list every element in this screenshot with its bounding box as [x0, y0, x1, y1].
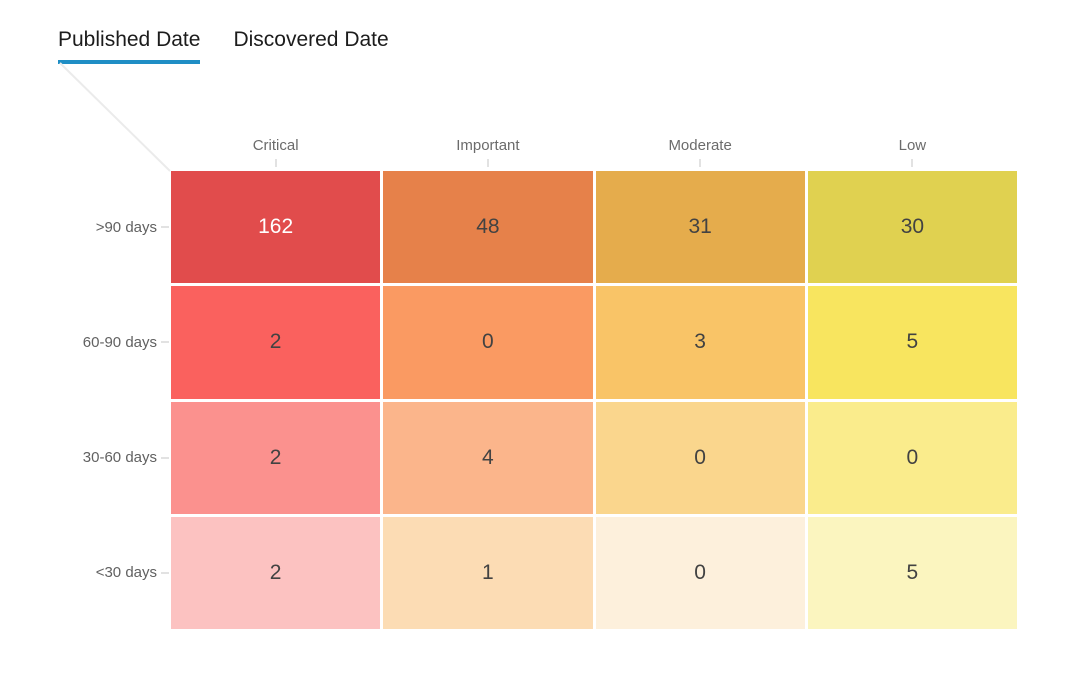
heatmap-cell[interactable]: 5: [807, 286, 1017, 399]
tab-published-date[interactable]: Published Date: [58, 28, 201, 64]
row-label-text: 30-60 days: [82, 449, 157, 467]
heatmap-cell[interactable]: 1: [383, 516, 593, 629]
tab-bar: Published Date Discovered Date: [58, 28, 389, 64]
heatmap-grid: 162 48 31 30 2 0 3 5 2 4 0 0 2 1 0 5: [171, 171, 1017, 629]
heatmap-cell[interactable]: 5: [807, 516, 1017, 629]
heatmap-cell[interactable]: 2: [171, 401, 381, 514]
axis-tick: [274, 159, 277, 167]
heatmap-cell[interactable]: 0: [807, 401, 1017, 514]
axis-tick: [161, 456, 169, 459]
heatmap-cell[interactable]: 31: [595, 171, 805, 284]
column-header-moderate: Moderate: [596, 136, 805, 167]
column-header-critical: Critical: [171, 136, 380, 167]
axis-tick: [486, 159, 489, 167]
row-labels: >90 days 60-90 days 30-60 days <30 days: [0, 171, 169, 629]
column-headers: Critical Important Moderate Low: [171, 136, 1017, 167]
heatmap-cell[interactable]: 2: [171, 516, 381, 629]
axis-tick: [911, 159, 914, 167]
row-label-text: <30 days: [95, 564, 157, 582]
row-label-text: >90 days: [95, 218, 157, 236]
row-label-60-90-days: 60-90 days: [0, 286, 169, 398]
heatmap-cell[interactable]: 0: [595, 516, 805, 629]
row-label-lt30-days: <30 days: [0, 517, 169, 629]
column-header-label: Low: [898, 137, 927, 154]
row-label-text: 60-90 days: [82, 333, 157, 351]
column-header-label: Moderate: [668, 137, 732, 154]
column-header-label: Important: [456, 137, 520, 154]
heatmap-cell[interactable]: 2: [171, 286, 381, 399]
row-label-gt90-days: >90 days: [0, 171, 169, 283]
heatmap-cell[interactable]: 48: [383, 171, 593, 284]
heatmap-cell[interactable]: 30: [807, 171, 1017, 284]
axis-tick: [161, 341, 169, 344]
heatmap-cell[interactable]: 0: [383, 286, 593, 399]
column-header-label: Critical: [252, 137, 299, 154]
row-label-30-60-days: 30-60 days: [0, 402, 169, 514]
heatmap-cell[interactable]: 4: [383, 401, 593, 514]
tab-discovered-date[interactable]: Discovered Date: [233, 28, 389, 51]
heatmap-cell[interactable]: 162: [171, 171, 381, 284]
column-header-important: Important: [383, 136, 592, 167]
heatmap-cell[interactable]: 3: [595, 286, 805, 399]
axis-tick: [699, 159, 702, 167]
axis-tick: [161, 571, 169, 574]
heatmap-cell[interactable]: 0: [595, 401, 805, 514]
axis-tick: [161, 226, 169, 229]
column-header-low: Low: [808, 136, 1017, 167]
